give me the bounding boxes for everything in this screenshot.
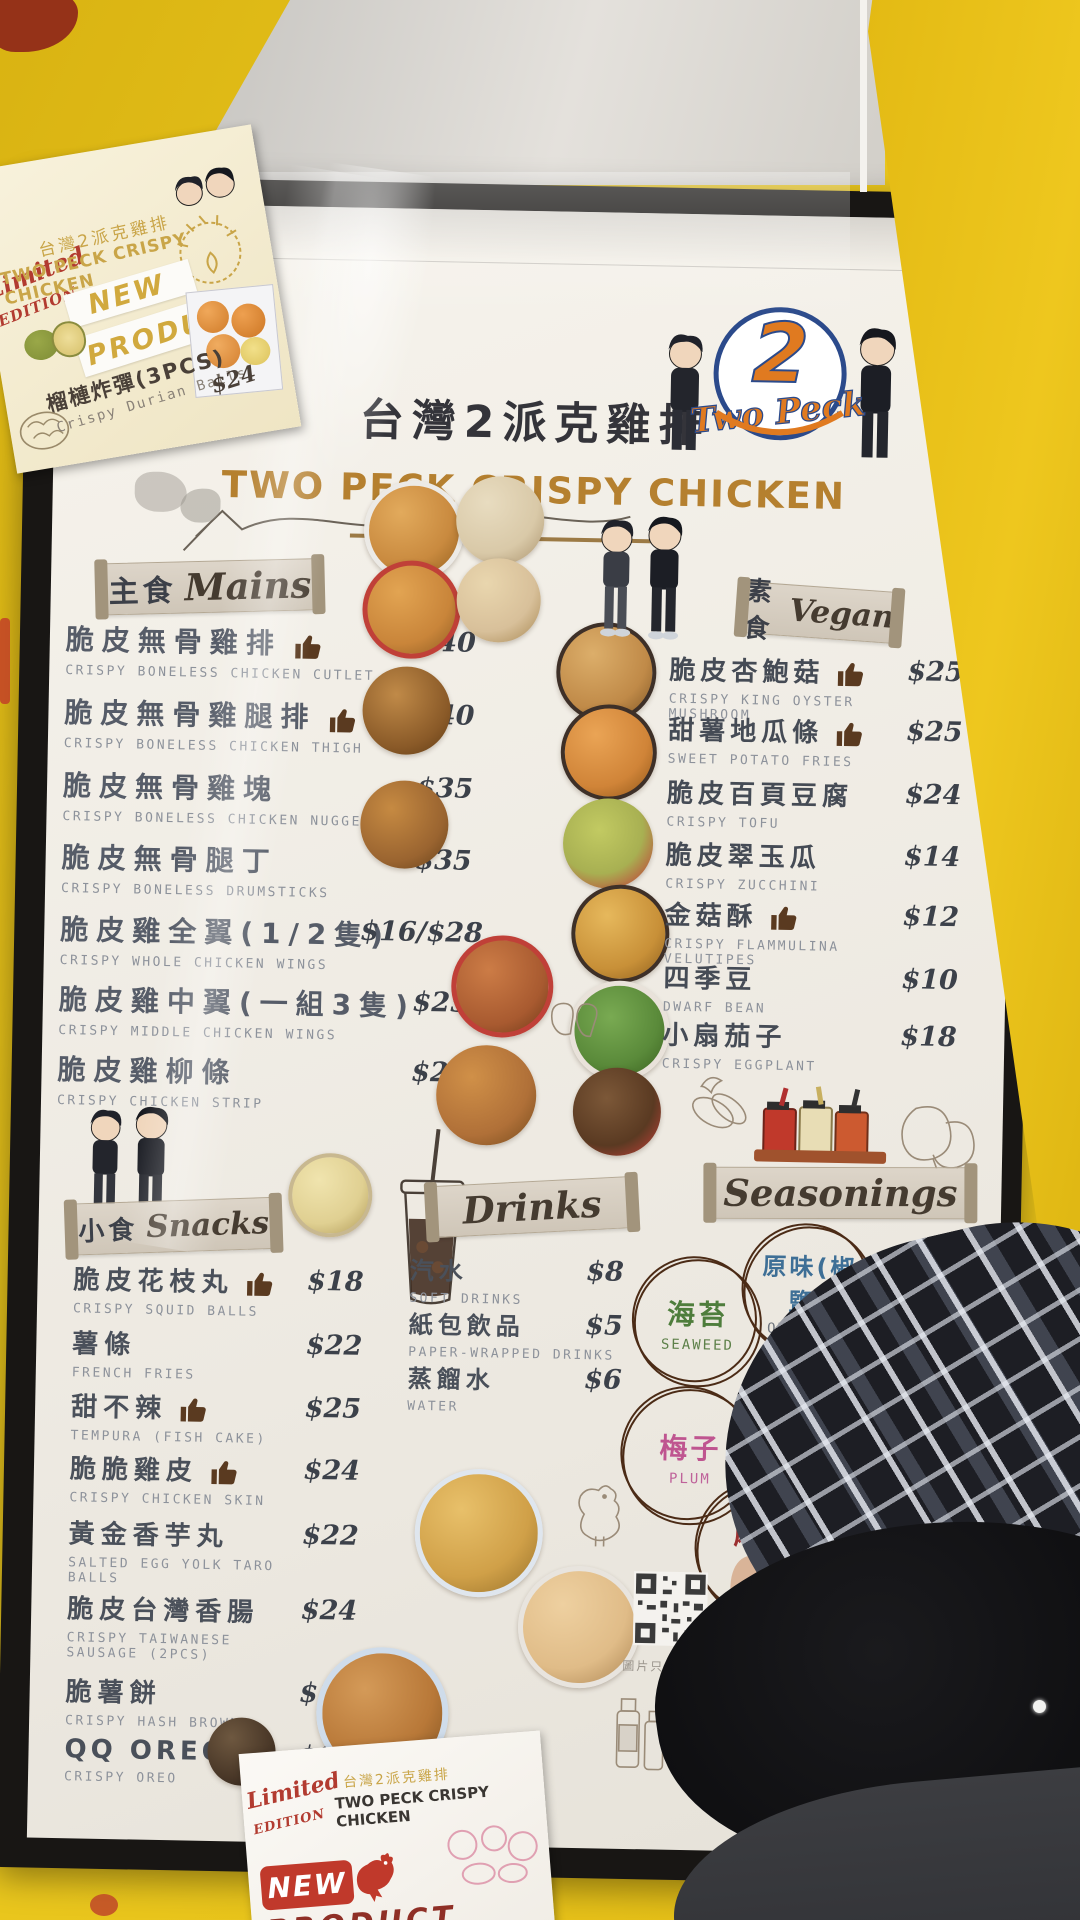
drinks-banner: Drinks <box>431 1176 633 1239</box>
logo-number: 2 <box>751 306 810 402</box>
food-photo <box>562 797 654 890</box>
snacks-banner-en: Snacks <box>145 1205 270 1246</box>
thumbs-up-icon <box>834 658 869 691</box>
limited-edition-note-bottom: Limited EDITION 台灣2派克雞排 TWO PECK CRISPY … <box>238 1730 556 1920</box>
food-photo <box>413 1467 545 1599</box>
vegan-banner-zh: 素食 <box>742 576 777 646</box>
chicken-icon <box>356 1853 394 1902</box>
mains-banner: 主食 Mains <box>102 558 318 616</box>
thumbs-up-icon <box>326 704 361 737</box>
food-photo <box>572 1066 662 1157</box>
tape-residue <box>180 488 221 523</box>
menu-item: 脆皮雞全翼(1/2隻) CRISPY WHOLE CHICKEN WINGS $… <box>59 912 484 974</box>
menu-item: 甜薯地瓜條 SWEET POTATO FRIES $25 <box>667 715 963 771</box>
vegan-characters <box>587 512 700 650</box>
red-smudge-bottom <box>90 1894 118 1916</box>
food-sketches <box>447 1825 538 1885</box>
food-photo <box>570 883 671 984</box>
plastic-glare <box>185 0 885 185</box>
menu-item: 薯條 FRENCH FRIES $22 <box>71 1329 363 1383</box>
food-photo <box>559 703 658 802</box>
seasoning-jars-illustration <box>753 1086 887 1167</box>
menu-item: 小扇茄子 CRISPY EGGPLANT $18 <box>661 1020 958 1075</box>
poster-frame: 台灣2派克雞排 TWO PECK CRISPY CHICKEN <box>0 175 1041 1887</box>
eggplant-sketch-icon <box>692 1076 747 1129</box>
menu-item: 脆皮花枝丸 CRISPY SQUID BALLS $18 <box>72 1265 364 1320</box>
menu-item: 紙包飲品 PAPER-WRAPPED DRINKS $5 <box>408 1310 624 1364</box>
thumbs-up-icon <box>208 1456 243 1489</box>
logo-character-right <box>859 328 896 458</box>
gloves-sketch-icon <box>550 1002 598 1038</box>
menu-item: 脆皮翠玉瓜 CRISPY ZUCCHINI $14 <box>665 840 961 895</box>
menu-item: 脆皮雞中翼(一組3隻) CRISPY MIDDLE CHICKEN WINGS … <box>58 982 470 1044</box>
menu-item: 脆皮杏鮑菇 CRISPY KING OYSTER MUSHROOM $25 <box>668 655 965 724</box>
seasonings-banner: Seasonings <box>711 1166 970 1220</box>
mains-banner-en: Mains <box>184 562 312 610</box>
food-photo <box>287 1152 374 1239</box>
food-photo <box>455 557 542 644</box>
vegan-banner: 素食 Vegan <box>741 576 898 645</box>
menu-poster: 台灣2派克雞排 TWO PECK CRISPY CHICKEN <box>26 201 1021 1856</box>
drinks-banner-text: Drinks <box>461 1181 603 1233</box>
bystander-head <box>633 1181 1080 1920</box>
durian-sketch-icon <box>177 215 242 284</box>
food-photo <box>450 934 555 1039</box>
thumbs-up-icon <box>833 718 868 751</box>
limited-label: Limited EDITION <box>243 1767 343 1839</box>
limited-edition-note: Limited EDITION 台灣2派克雞排 TWO PECK CRISPY … <box>0 124 302 474</box>
chibi-faces-icon <box>174 167 235 206</box>
thumbs-up-icon <box>243 1268 278 1301</box>
mains-banner-zh: 主食 <box>108 573 178 611</box>
red-reflection <box>0 618 10 704</box>
menu-item: 甜不辣 TEMPURA (FISH CAKE) $25 <box>70 1392 362 1448</box>
menu-item: 脆皮百頁豆腐 CRISPY TOFU $24 <box>666 778 962 832</box>
snacks-banner-zh: 小食 <box>77 1214 139 1247</box>
thumbs-up-icon <box>767 902 802 935</box>
menu-item: 脆皮無骨雞腿排 CRISPY BONELESS CHICKEN THIGH $4… <box>63 696 475 757</box>
menu-item: 脆脆雞皮 CRISPY CHICKEN SKIN $24 <box>69 1454 361 1510</box>
logo-character-left <box>668 334 703 451</box>
thumbs-up-icon <box>177 1393 212 1426</box>
menu-item: 脆皮無骨雞排 CRISPY BONELESS CHICKEN CUTLET $4… <box>65 623 477 684</box>
red-corner-mark <box>0 0 78 52</box>
brand-logo: 2 Two Peck <box>653 293 906 478</box>
durian-sketch-icon <box>19 411 70 450</box>
drink-cup-icon <box>400 1129 465 1305</box>
menu-item: 金菇酥 CRISPY FLAMMULINA VELUTIPES $12 <box>663 900 960 969</box>
seasonings-banner-text: Seasonings <box>723 1170 958 1216</box>
vegan-banner-en: Vegan <box>788 592 896 636</box>
menu-item: 蒸餾水 WATER $6 <box>407 1364 623 1415</box>
menu-item: 汽水 SOFT DRINKS $8 <box>409 1256 625 1308</box>
snacks-banner: 小食 Snacks <box>71 1196 276 1256</box>
earring <box>1033 1700 1046 1713</box>
chicken-sketch-icon <box>578 1485 620 1547</box>
menu-item: 四季豆 DWARF BEAN $10 <box>662 963 959 1017</box>
new-badge: NEW <box>259 1859 355 1911</box>
wall-edge-line <box>860 0 867 192</box>
menu-item: 黃金香芋丸 SALTED EGG YOLK TARO BALLS $22 <box>67 1519 360 1587</box>
menu-item: 脆皮台灣香腸 CRISPY TAIWANESE SAUSAGE (2PCS) $… <box>66 1594 358 1664</box>
thumbs-up-icon <box>291 630 326 663</box>
